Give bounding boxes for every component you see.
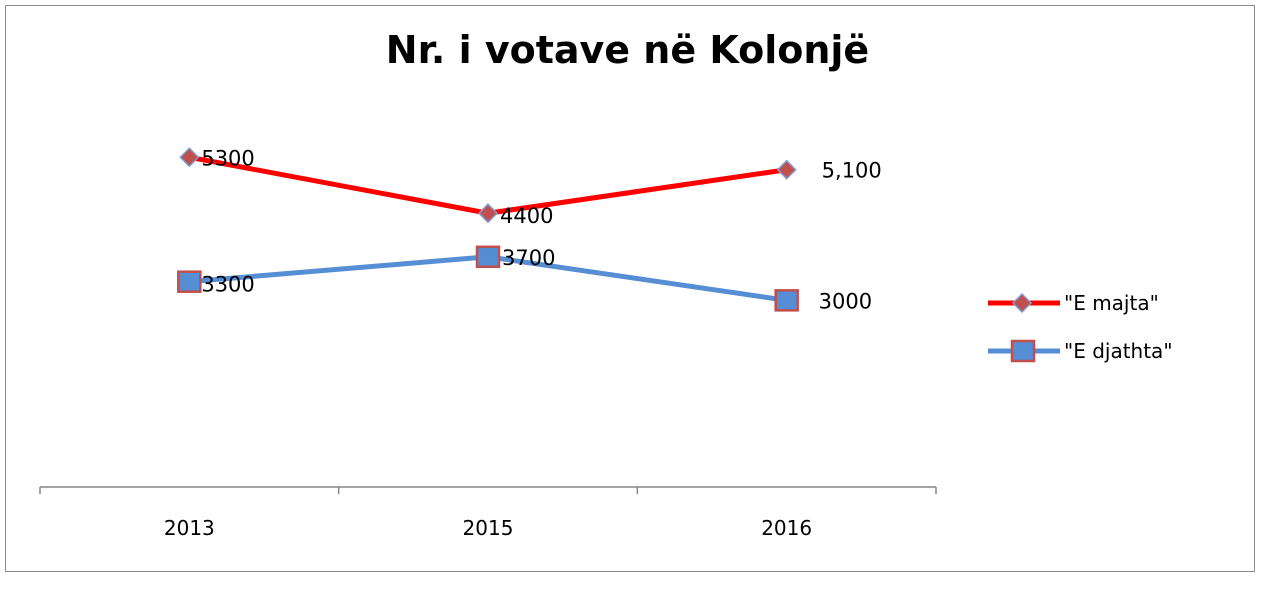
data-label: 5,100 bbox=[822, 159, 882, 183]
legend-label: "E djathta" bbox=[1064, 339, 1173, 363]
data-label: 5300 bbox=[201, 146, 254, 170]
chart-title: Nr. i votave në Kolonjë bbox=[385, 28, 870, 72]
x-tick-label: 2013 bbox=[164, 516, 215, 540]
legend-marker bbox=[1011, 292, 1033, 314]
x-tick-label: 2016 bbox=[761, 516, 812, 540]
data-point-marker bbox=[477, 203, 499, 224]
data-label: 3700 bbox=[502, 246, 555, 270]
legend-marker bbox=[1010, 339, 1036, 363]
data-label: 3300 bbox=[201, 273, 254, 297]
x-tick-label: 2015 bbox=[463, 516, 514, 540]
legend-label: "E majta" bbox=[1064, 291, 1159, 315]
chart-frame bbox=[5, 5, 1255, 572]
data-point-marker bbox=[177, 270, 202, 293]
data-label: 4400 bbox=[500, 204, 553, 228]
data-point-marker bbox=[475, 245, 501, 269]
data-label: 3000 bbox=[819, 289, 872, 313]
data-point-marker bbox=[776, 159, 797, 180]
data-point-marker bbox=[179, 147, 200, 168]
data-point-marker bbox=[774, 289, 799, 312]
